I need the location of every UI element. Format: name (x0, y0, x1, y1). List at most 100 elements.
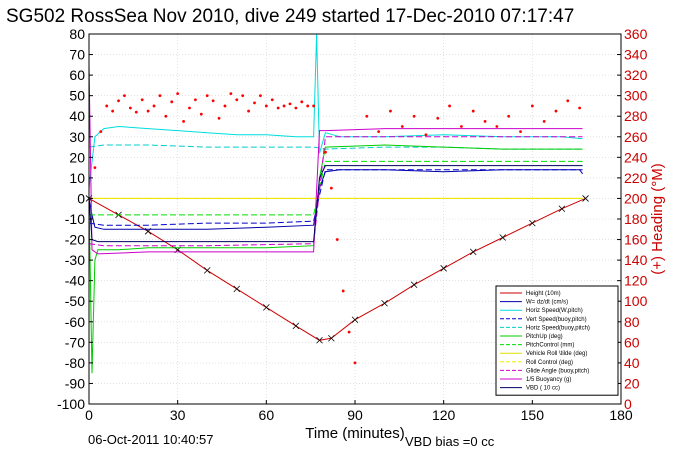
series-heading-point (566, 99, 570, 103)
right-axis: 3603403203002802602402202001801601401201… (617, 26, 648, 412)
series-height-marker (233, 285, 241, 293)
series-heading-point (424, 133, 428, 137)
series-heading-point (235, 98, 239, 102)
left-axis-tick-label: 20 (69, 149, 85, 165)
right-axis-label: (+) Heading (°M) (649, 163, 666, 274)
series-heading-point (270, 98, 274, 102)
series-height-marker (499, 234, 507, 241)
right-axis-tick-label: 320 (624, 67, 648, 83)
right-axis-tick-label: 60 (624, 334, 640, 350)
series-heading-point (335, 238, 339, 241)
right-axis-tick-label: 100 (624, 293, 648, 309)
left-axis-tick-label: 10 (69, 170, 85, 186)
series-heading-point (152, 104, 156, 108)
legend-label-roll_control: Roll Control (deg) (526, 360, 573, 366)
legend-box (495, 285, 619, 396)
series-heading-point (276, 106, 280, 110)
series-heading-point (170, 100, 174, 104)
series-heading-point (199, 112, 203, 116)
series-vert_speed_buoy-line (88, 169, 583, 226)
legend-label-glide_angle: Glide Angle (buoy,pitch) (526, 368, 589, 374)
legend-label-height: Height (10m) (526, 291, 561, 297)
series-height-marker (292, 322, 300, 330)
series-height-marker (328, 334, 335, 342)
series-heading-point (93, 166, 97, 170)
x-axis-tick-label: 0 (85, 407, 93, 423)
series-heading-point (99, 130, 103, 134)
x-axis-tick-label: 150 (521, 407, 545, 423)
right-axis-tick-label: 360 (624, 26, 648, 42)
series-heading-point (519, 130, 522, 134)
series-heading-point (471, 109, 475, 113)
series-height-marker (469, 248, 477, 256)
series-heading-point (412, 114, 416, 118)
x-axis-label: Time (minutes) (305, 425, 404, 442)
right-axis-tick-label: 280 (624, 108, 648, 124)
series-heading-point (217, 116, 221, 120)
left-axis-tick-label: -10 (65, 211, 85, 227)
series-heading-point (507, 114, 511, 118)
series-heading-point (288, 102, 292, 106)
legend-label-pitch_control: PitchControl (mm) (526, 343, 574, 349)
series-height-marker (410, 281, 418, 289)
series-heading-point (205, 94, 209, 98)
series-height-marker (582, 195, 589, 202)
series-heading-point (282, 104, 286, 108)
series-heading-point (300, 100, 304, 104)
x-axis-tick-label: 60 (259, 407, 275, 423)
series-heading-point (182, 119, 185, 123)
left-axis-tick-label: -70 (65, 334, 85, 350)
series-heading-point (247, 109, 251, 113)
x-axis: 0 30 60 90 120 150 180 (85, 400, 633, 423)
right-axis-tick-label: 120 (624, 273, 648, 289)
right-axis-tick-label: 80 (624, 314, 640, 330)
right-axis-tick-label: 200 (624, 190, 648, 206)
x-axis-tick-label: 30 (170, 407, 186, 423)
series-heading-point (347, 330, 351, 334)
left-axis-tick-label: -100 (57, 396, 85, 412)
x-axis-tick-label: 120 (432, 407, 456, 423)
series-heading-point (306, 104, 310, 108)
series-heading-point (460, 125, 463, 128)
legend-label-buoyancy: 1/5 Buoyancy (g) (526, 377, 571, 383)
series-heading-point (259, 94, 262, 98)
right-axis-tick-label: 20 (624, 375, 640, 391)
right-axis-tick-label: 340 (624, 47, 648, 63)
series-heading-point (117, 99, 120, 103)
right-axis-tick-label: 0 (624, 396, 632, 412)
series-heading-point (264, 104, 268, 108)
series-heading-point (495, 125, 499, 128)
legend: Height (10m) W= dz/dt (cm/s) Horiz Speed(W… (495, 285, 619, 396)
left-axis-tick-label: -20 (65, 232, 85, 248)
left-axis-tick-label: -50 (65, 293, 85, 309)
legend-label-vert_speed_buoy: Vert Speed(buoy,pitch) (526, 317, 587, 323)
series-pitch_control-line (89, 160, 583, 216)
right-axis-tick-label: 40 (624, 355, 640, 371)
series-heading-point (329, 186, 333, 190)
series-heading-point (128, 106, 132, 110)
series-heading-point (223, 104, 227, 108)
series-heading-point (158, 94, 162, 98)
series-heading-point (448, 104, 451, 108)
legend-label-horiz_speed_buoy: Horiz Speed(buoy,pitch) (526, 325, 590, 331)
series-buoyancy-line (88, 64, 583, 255)
series-height-marker (351, 316, 359, 324)
series-height-marker (558, 205, 566, 213)
series-heading-point (253, 101, 256, 105)
series-heading-point (123, 94, 126, 98)
left-axis-tick-label: 60 (69, 67, 85, 83)
series-height-marker (529, 219, 536, 227)
x-axis-tick-label: 180 (609, 407, 633, 423)
series-heading-point (134, 110, 138, 114)
series-horiz_speed-line (88, 33, 583, 189)
right-axis-tick-label: 220 (624, 170, 648, 186)
left-axis-tick-label: 50 (69, 88, 85, 104)
series-heading-point (324, 150, 327, 154)
series-heading-point (229, 92, 233, 96)
series-heading-point (578, 106, 582, 110)
left-axis-tick-label: 30 (69, 129, 85, 145)
left-axis-tick-label: 0 (77, 190, 85, 206)
left-axis-tick-label: -30 (65, 252, 85, 268)
series-heading-point (211, 99, 215, 103)
